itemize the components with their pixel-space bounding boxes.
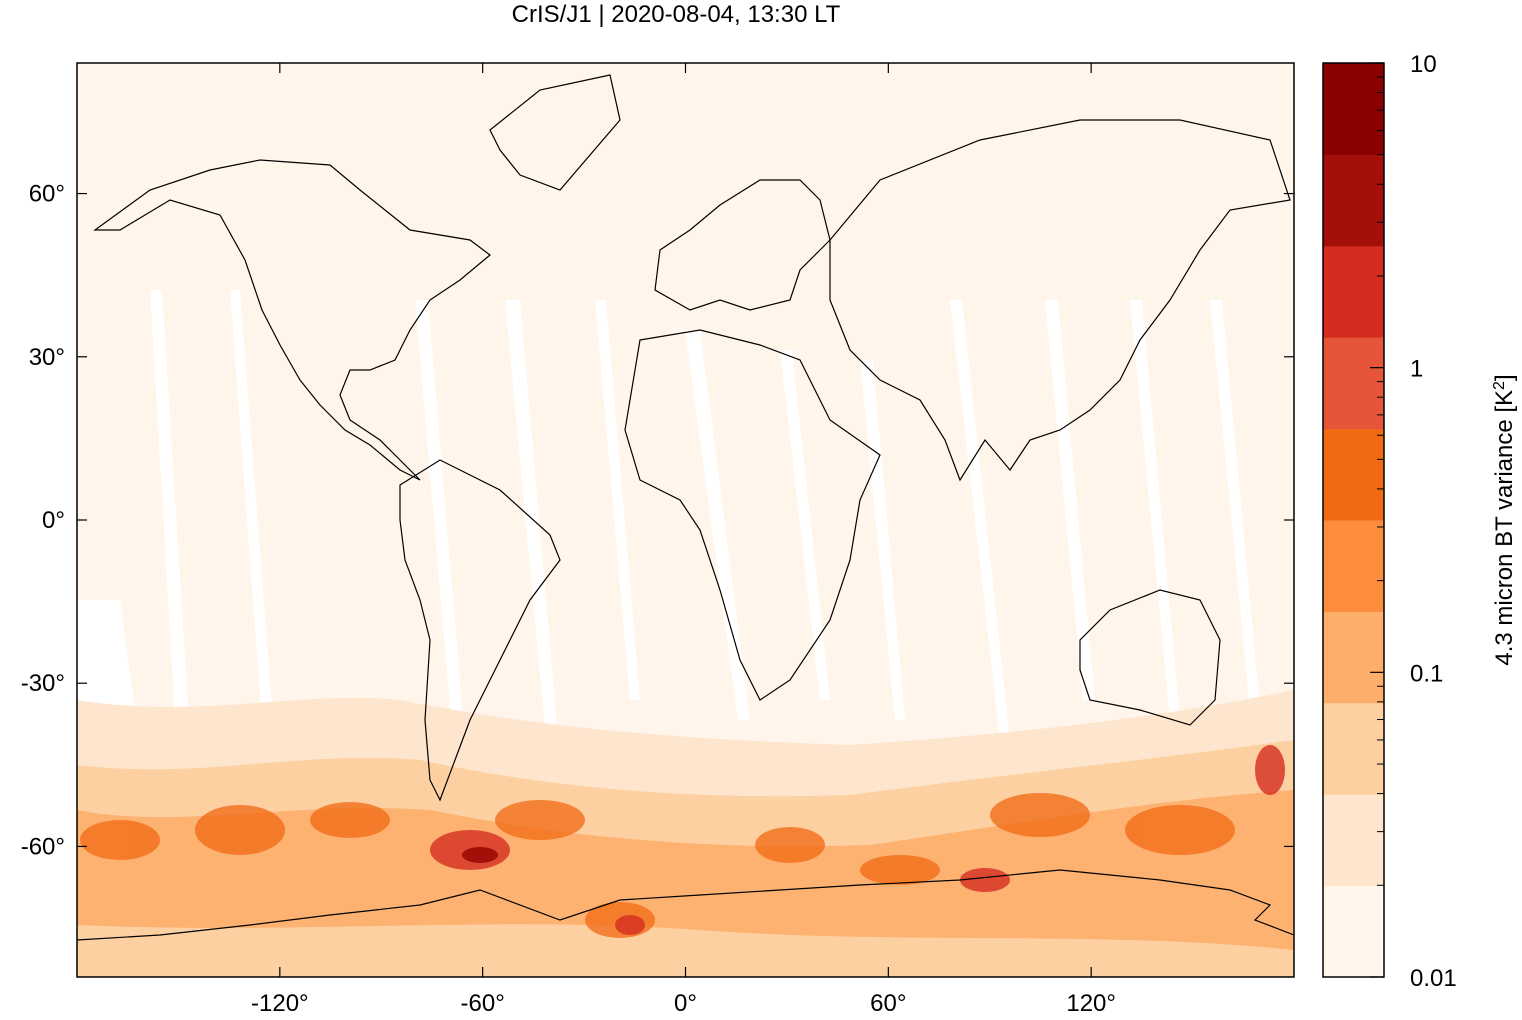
colorbar-segment xyxy=(1323,794,1384,887)
colorbar-segment xyxy=(1323,520,1384,612)
x-tick-label: 0° xyxy=(674,990,697,1017)
colorbar-tick-label: 10 xyxy=(1410,51,1437,78)
colorbar-tick-label: 0.01 xyxy=(1410,965,1457,992)
colorbar-tick-label: 1 xyxy=(1410,356,1423,383)
colorbar-segment xyxy=(1323,702,1384,795)
map-field xyxy=(77,74,1294,977)
x-tick-label: 60° xyxy=(870,990,906,1017)
colorbar-ticks: 10 1 0.1 0.01 xyxy=(1370,51,1457,992)
colorbar-segment xyxy=(1323,885,1384,978)
colorbar-segment xyxy=(1323,611,1384,704)
colorbar-label: 4.3 micron BT variance [K2] xyxy=(1491,374,1519,665)
y-tick-label: 30° xyxy=(29,344,65,371)
x-tick-label: -120° xyxy=(251,990,309,1017)
colorbar-segment xyxy=(1323,154,1384,247)
colorbar-segment xyxy=(1323,245,1384,338)
coastlines xyxy=(77,74,1294,941)
x-tick-label: 120° xyxy=(1066,990,1116,1017)
y-tick-label: 0° xyxy=(42,507,65,534)
y-tick-label: -60° xyxy=(21,833,65,860)
variance-patches xyxy=(80,793,1235,938)
colorbar-segment xyxy=(1323,337,1384,430)
y-tick-label: -30° xyxy=(21,670,65,697)
x-axis: -120° -60° 0° 60° 120° xyxy=(251,63,1116,1017)
x-tick-label: -60° xyxy=(461,990,505,1017)
map-title: CrIS/J1 | 2020-08-04, 13:30 LT xyxy=(511,1,841,28)
colorbar-segment xyxy=(1323,428,1384,521)
colorbar xyxy=(1323,63,1384,978)
y-axis: 60° 30° 0° -30° -60° xyxy=(21,181,1294,860)
colorbar-frame xyxy=(1322,62,1385,978)
y-tick-label: 60° xyxy=(29,181,65,208)
colorbar-segment xyxy=(1323,63,1384,155)
variance-core xyxy=(462,847,498,863)
colorbar-tick-label: 0.1 xyxy=(1410,660,1443,687)
